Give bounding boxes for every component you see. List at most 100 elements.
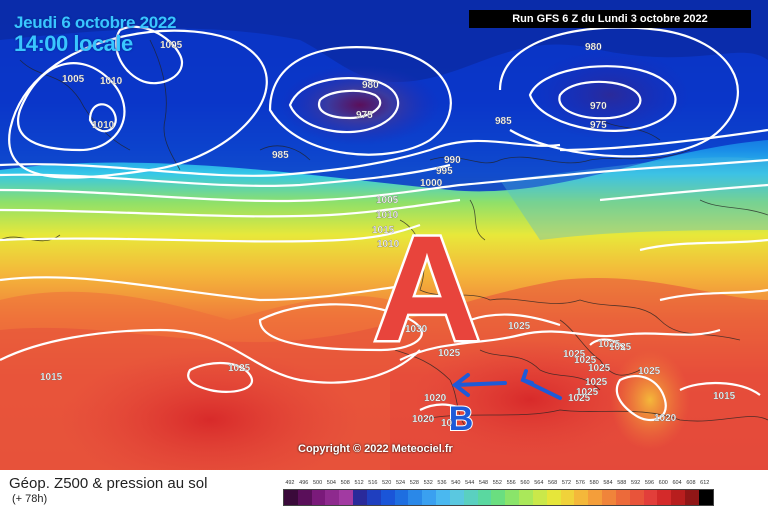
legend-color-swatch [284, 490, 298, 505]
pressure-label: 1020 [424, 393, 447, 404]
legend-color-swatch [449, 490, 464, 505]
legend-tick-label: 608 [686, 480, 696, 486]
legend-tick-label: 580 [589, 480, 599, 486]
pressure-label: 1015 [40, 372, 63, 383]
legend-color-swatch [491, 490, 506, 505]
high-pressure-marker: A [370, 202, 483, 375]
isobars [0, 25, 768, 422]
color-scale-legend: 492 496 500 504 508 512 516 520 524 528 532 536 540 5… [283, 478, 714, 506]
legend-tick-label: 564 [534, 480, 544, 486]
coastlines [0, 39, 768, 431]
legend-tick-label: 612 [700, 480, 710, 486]
legend-color-swatch [408, 490, 423, 505]
legend-color-swatch [422, 490, 437, 505]
legend-color-swatch [698, 490, 713, 505]
legend-color-swatch [671, 490, 686, 505]
pressure-label: 1025 [598, 339, 621, 350]
legend-color-swatch [366, 490, 381, 505]
legend-color-swatch [463, 490, 478, 505]
legend-color-swatch [560, 490, 575, 505]
pressure-label: 1025 [609, 342, 632, 353]
low-pressure-marker: B [449, 400, 474, 438]
forecast-date: Jeudi 6 octobre 2022 [14, 13, 177, 32]
legend-color-swatch [311, 490, 326, 505]
pressure-label: 980 [362, 80, 379, 91]
pressure-label: 1025 [508, 321, 531, 332]
legend-color-swatch [574, 490, 589, 505]
svg-text:A: A [373, 204, 481, 372]
legend-tick-label: 596 [644, 480, 655, 486]
pressure-label: 1005 [160, 40, 183, 51]
pressure-label: 1025 [638, 366, 661, 377]
legend-color-swatch [297, 490, 312, 505]
pressure-label: 1010 [376, 210, 399, 221]
pressure-label: 975 [590, 120, 607, 131]
legend-tick-label: 584 [603, 480, 613, 486]
legend-tick-label: 508 [340, 480, 350, 486]
legend-color-swatch [643, 490, 658, 505]
pressure-label: 995 [436, 166, 453, 177]
legend-tick-label: 496 [299, 480, 309, 486]
pressure-label: 1025 [228, 363, 251, 374]
legend-tick-label: 544 [465, 480, 475, 486]
legend-tick-label: 516 [368, 480, 378, 486]
pressure-label: 1030 [405, 324, 428, 335]
legend-color-swatch [394, 490, 409, 505]
pressure-label: 975 [356, 110, 373, 121]
legend-tick-label: 600 [658, 480, 668, 486]
map-canvas: A B 1005 1005 1010 1010 980 975 985 980 … [0, 0, 768, 470]
legend-color-swatch [629, 490, 644, 505]
legend-tick-label: 548 [478, 480, 489, 486]
pressure-label: 1025 [568, 393, 591, 404]
pressure-label: 1025 [563, 349, 586, 360]
legend-tick-label: 568 [548, 480, 558, 486]
legend-color-swatch [685, 490, 699, 505]
legend-tick-label: 532 [423, 480, 433, 486]
pressure-label: 1025 [576, 387, 599, 398]
legend-tick-label: 604 [672, 480, 682, 486]
weather-map: A B 1005 1005 1010 1010 980 975 985 980 … [0, 0, 768, 470]
legend-tick-label: 492 [285, 480, 295, 486]
legend-color-swatch [602, 490, 616, 505]
legend-color-swatch [615, 490, 630, 505]
legend-tick-label: 540 [451, 480, 461, 486]
legend-color-swatch [532, 490, 547, 505]
pressure-label: 1005 [376, 195, 399, 206]
pressure-labels: 1005 1005 1010 1010 980 975 985 980 970 … [40, 40, 736, 429]
legend-tick-label: 500 [312, 480, 323, 486]
legend-color-swatch [436, 490, 450, 505]
legend-color-swatch [325, 490, 340, 505]
pressure-label: 1010 [100, 76, 123, 87]
model-run-label: Run GFS 6 Z du Lundi 3 octobre 2022 [469, 10, 751, 28]
pressure-label: 985 [495, 116, 512, 127]
legend-color-swatch [588, 490, 603, 505]
low-pressure-core [280, 65, 440, 145]
map-title: Géop. Z500 & pression au sol [9, 475, 208, 492]
pressure-label: 1015 [713, 391, 736, 402]
legend-color-bar [283, 489, 714, 506]
pressure-label: 1020 [412, 414, 435, 425]
legend-tick-label: 556 [506, 480, 516, 486]
pressure-label: 1025 [574, 355, 597, 366]
forecast-offset: (+ 78h) [12, 493, 48, 505]
legend-tick-label: 588 [617, 480, 627, 486]
pressure-label: 1025 [588, 363, 611, 374]
legend-color-swatch [505, 490, 520, 505]
legend-color-swatch [546, 490, 561, 505]
legend-color-swatch [353, 490, 367, 505]
pressure-label: 1025 [585, 377, 608, 388]
legend-tick-label: 520 [382, 480, 392, 486]
legend-color-swatch [657, 490, 672, 505]
pressure-label: 10 [441, 418, 453, 429]
legend-tick-label: 576 [575, 480, 585, 486]
copyright-text: Copyright © 2022 Meteociel.fr [298, 443, 453, 455]
legend-tick-label: 512 [354, 480, 364, 486]
legend-tick-label: 592 [631, 480, 641, 486]
legend-tick-label: 536 [437, 480, 447, 486]
legend-tick-label: 560 [520, 480, 530, 486]
pressure-label: 1025 [438, 348, 461, 359]
legend-color-swatch [477, 490, 492, 505]
pressure-label: 980 [585, 42, 602, 53]
pressure-label: 985 [272, 150, 289, 161]
legend-tick-label: 552 [492, 480, 502, 486]
